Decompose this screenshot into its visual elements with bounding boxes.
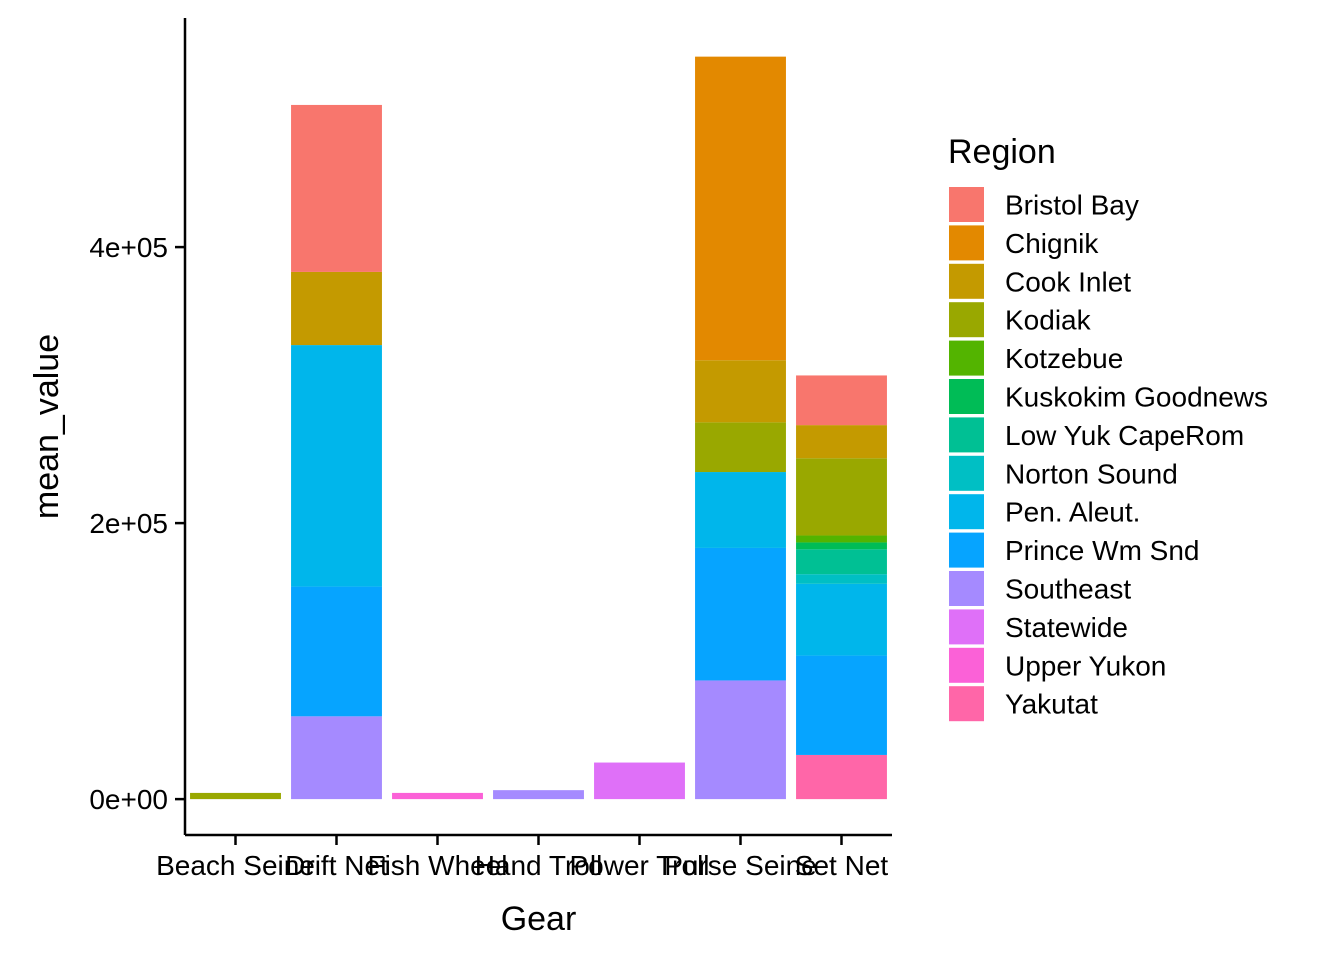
bar-segment bbox=[796, 458, 887, 536]
legend-label: Bristol Bay bbox=[1005, 190, 1139, 221]
legend-key bbox=[949, 340, 984, 376]
bar-segment bbox=[695, 472, 786, 548]
bar-segment bbox=[392, 792, 483, 800]
legend-label: Southeast bbox=[1005, 574, 1131, 605]
legend-label: Cook Inlet bbox=[1005, 266, 1131, 297]
bar-segment bbox=[291, 104, 382, 272]
bar-segment bbox=[291, 345, 382, 587]
bar-segment bbox=[594, 762, 685, 800]
bar-segment bbox=[796, 535, 887, 543]
bar-segment bbox=[695, 547, 786, 681]
bar-segment bbox=[796, 574, 887, 584]
legend-label: Kuskokim Goodnews bbox=[1005, 382, 1268, 413]
x-tick-label: Purse Seine bbox=[664, 850, 817, 881]
legend-key bbox=[949, 187, 984, 222]
x-tick-label: Beach Seine bbox=[156, 850, 315, 881]
legend-label: Pen. Aleut. bbox=[1005, 497, 1140, 528]
legend-key bbox=[949, 609, 984, 645]
legend-label: Norton Sound bbox=[1005, 458, 1178, 489]
bar-segment bbox=[796, 754, 887, 800]
bar-segment bbox=[493, 790, 584, 800]
x-tick-label: Power Troll bbox=[569, 850, 709, 881]
x-axis-title: Gear bbox=[501, 900, 577, 938]
legend-key bbox=[949, 455, 984, 491]
x-tick-label: Hand Troll bbox=[475, 850, 603, 881]
y-axis-title: mean_value bbox=[28, 334, 66, 519]
bar-segment bbox=[695, 56, 786, 361]
y-axis-ticks: 0e+00 2e+05 4e+05 bbox=[89, 232, 185, 815]
bar-segment bbox=[796, 655, 887, 755]
legend-label: Prince Wm Snd bbox=[1005, 535, 1200, 566]
legend-label: Statewide bbox=[1005, 612, 1128, 643]
legend-key bbox=[949, 532, 984, 568]
y-tick-label: 4e+05 bbox=[89, 232, 168, 263]
bar-segment bbox=[291, 586, 382, 717]
y-tick-label: 0e+00 bbox=[89, 784, 168, 815]
legend-key bbox=[949, 225, 984, 261]
legend-label: Chignik bbox=[1005, 228, 1099, 259]
bar-segment bbox=[796, 549, 887, 575]
bar-segment bbox=[796, 542, 887, 550]
x-tick-label: Fish Wheel bbox=[367, 850, 507, 881]
bar-segment bbox=[695, 422, 786, 473]
legend-key bbox=[949, 686, 984, 722]
y-tick-label: 2e+05 bbox=[89, 508, 168, 539]
legend-label: Upper Yukon bbox=[1005, 650, 1166, 681]
bar-segment bbox=[796, 583, 887, 656]
x-tick-label: Set Net bbox=[795, 850, 889, 881]
bar-segment bbox=[190, 792, 281, 800]
legend-key bbox=[949, 494, 984, 530]
legend-key bbox=[949, 417, 984, 453]
x-tick-label: Drift Net bbox=[285, 850, 388, 881]
legend-key bbox=[949, 571, 984, 606]
legend-label: Yakutat bbox=[1005, 689, 1098, 720]
legend-key bbox=[949, 647, 984, 683]
bar-segment bbox=[291, 271, 382, 346]
bar-segment bbox=[291, 716, 382, 800]
bar-segment bbox=[695, 360, 786, 423]
bar-segment bbox=[796, 375, 887, 426]
bars-layer bbox=[190, 56, 887, 800]
legend-label: Low Yuk CapeRom bbox=[1005, 420, 1244, 451]
legend-label: Kotzebue bbox=[1005, 343, 1123, 374]
legend-label: Kodiak bbox=[1005, 305, 1092, 336]
bar-segment bbox=[695, 680, 786, 800]
bar-segment bbox=[796, 425, 887, 459]
legend-key bbox=[949, 302, 984, 338]
legend-title: Region bbox=[948, 133, 1056, 171]
legend: Region Bristol Bay Chignik Cook Inlet Kodia… bbox=[948, 133, 1268, 722]
legend-key bbox=[949, 263, 984, 299]
legend-key bbox=[949, 379, 984, 414]
